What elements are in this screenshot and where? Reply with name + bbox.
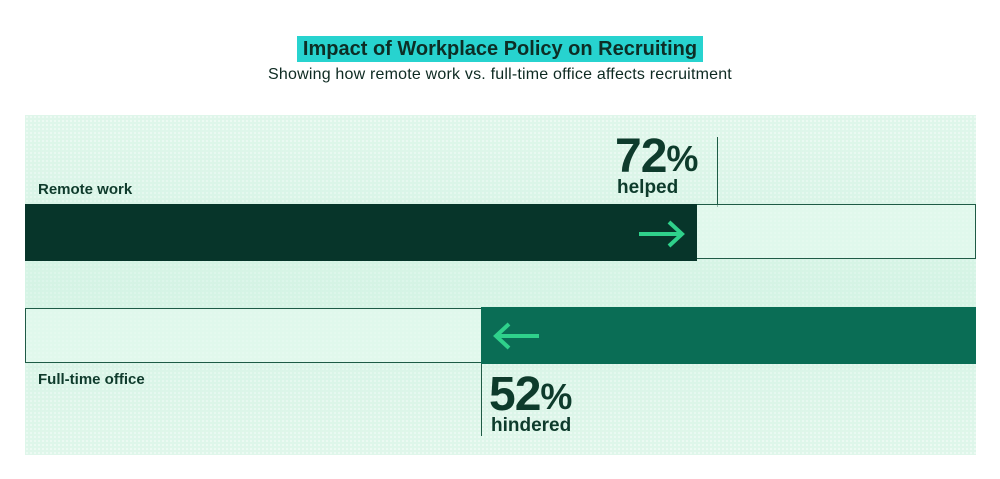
value-label-remote: 72% [615,130,698,183]
value-number-office: 52 [489,368,541,421]
value-number-remote: 72 [615,130,667,183]
value-label-office: 52% [489,368,572,421]
arrow-right-icon [639,220,685,248]
chart-panel: Remote work 72% helped Full-time office … [25,115,976,455]
title-wrap: Impact of Workplace Policy on Recruiting [0,36,1000,62]
value-marker-line-remote [717,137,718,207]
outcome-label-remote: helped [617,177,679,198]
percent-sign-office: % [540,376,572,417]
value-marker-line-office [481,364,482,436]
percent-sign-remote: % [666,138,698,179]
bar-office [481,307,976,364]
outcome-label-office: hindered [491,415,572,436]
chart-subtitle: Showing how remote work vs. full-time of… [268,66,732,83]
bar-remote [25,204,697,261]
chart-title: Impact of Workplace Policy on Recruiting [296,36,704,62]
category-label-remote: Remote work [38,181,133,198]
arrow-left-icon [493,322,539,350]
category-label-office: Full-time office [38,371,145,388]
